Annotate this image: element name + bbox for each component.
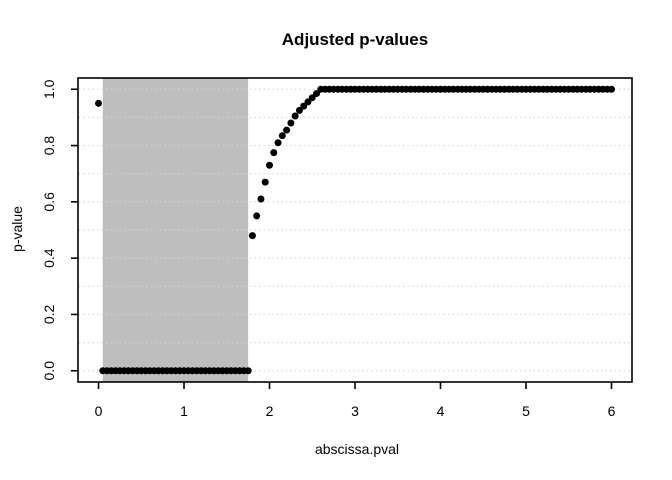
y-axis-label: p-value	[9, 206, 25, 252]
y-tick-label: 1.0	[41, 79, 57, 99]
data-point	[95, 99, 103, 107]
data-point	[261, 178, 269, 186]
x-axis-label: abscissa.pval	[314, 441, 400, 457]
data-point	[300, 102, 308, 110]
x-tick-label: 5	[522, 403, 530, 419]
data-point	[248, 232, 256, 240]
y-tick-label: 0.6	[41, 192, 57, 212]
data-point	[266, 161, 274, 169]
data-point	[274, 139, 282, 147]
x-tick-label: 1	[180, 403, 188, 419]
y-tick-label: 0.8	[41, 136, 57, 156]
chart-title: Adjusted p-values	[281, 30, 429, 49]
data-point	[287, 119, 295, 127]
x-tick-label: 2	[266, 403, 274, 419]
data-point	[257, 195, 265, 203]
y-tick-label: 0.2	[41, 305, 57, 325]
x-tick-label: 6	[608, 403, 616, 419]
y-tick-label: 0.0	[41, 361, 57, 381]
x-tick-label: 4	[437, 403, 445, 419]
data-point	[308, 94, 316, 102]
data-point	[244, 367, 252, 375]
y-tick-label: 0.4	[41, 248, 57, 268]
data-point	[291, 112, 299, 120]
x-tick-label: 3	[351, 403, 359, 419]
data-point	[283, 126, 291, 134]
data-point	[253, 212, 261, 220]
x-tick-label: 0	[95, 403, 103, 419]
data-point	[607, 85, 615, 93]
data-point	[304, 98, 312, 106]
data-point	[313, 89, 321, 97]
data-point	[270, 149, 278, 157]
data-point	[295, 106, 303, 114]
data-point	[278, 132, 286, 140]
